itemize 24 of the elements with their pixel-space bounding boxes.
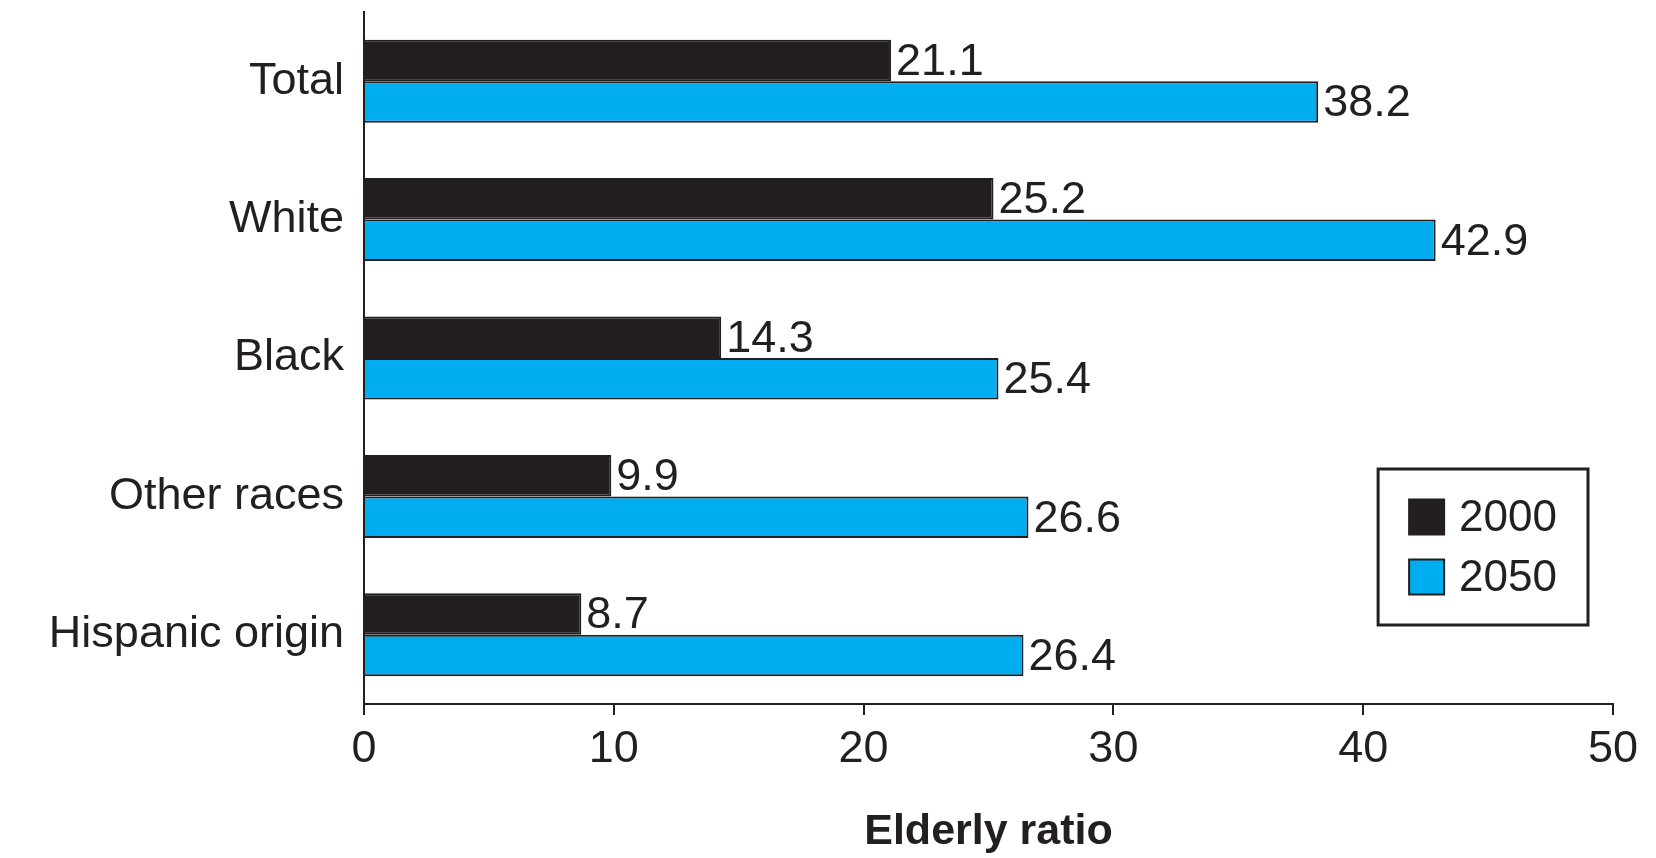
- data-label: 26.4: [1028, 628, 1117, 680]
- x-tick-label: 20: [838, 721, 889, 773]
- y-tick-label: Hispanic origin: [48, 606, 344, 658]
- x-tick-label: 40: [1338, 721, 1389, 773]
- data-label: 25.2: [998, 172, 1087, 224]
- data-label: 14.3: [726, 310, 814, 362]
- x-tick-label: 0: [351, 721, 377, 773]
- data-label: 42.9: [1440, 213, 1529, 265]
- data-label: 26.6: [1033, 490, 1122, 542]
- x-tick-label: 10: [588, 721, 639, 773]
- y-tick-label: White: [228, 191, 344, 243]
- data-label: 25.4: [1003, 352, 1092, 404]
- y-tick-label: Total: [248, 52, 344, 104]
- x-tick-label: 30: [1088, 721, 1139, 773]
- data-label: 8.7: [586, 587, 649, 639]
- data-label: 9.9: [616, 449, 679, 501]
- x-tick-label: 50: [1587, 721, 1639, 773]
- legend-label: 2000: [1459, 491, 1558, 541]
- x-axis-title: Elderly ratio: [864, 805, 1113, 854]
- legend-label: 2050: [1459, 551, 1558, 601]
- data-label: 21.1: [896, 33, 984, 85]
- y-tick-label: Black: [233, 329, 345, 381]
- y-tick-label: Other races: [108, 467, 344, 519]
- data-label: 38.2: [1323, 75, 1411, 127]
